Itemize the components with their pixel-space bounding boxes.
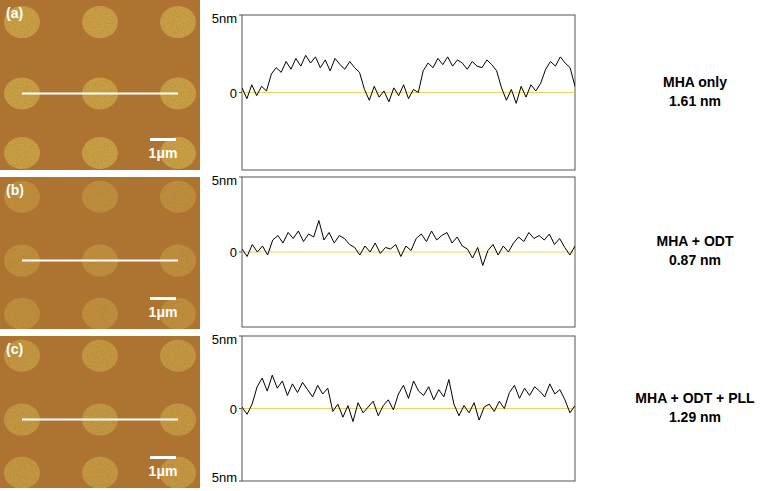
y-tick-label: 5nm xyxy=(212,470,237,485)
panel: (a) 1μm 5nm 0 MHA only 1.61 nm xyxy=(0,0,727,170)
image-noise xyxy=(0,177,200,329)
y-tick xyxy=(239,177,242,178)
panel: (c) 1μm 5nm 0 5nm MHA + ODT + PLL 1.29 nm xyxy=(0,332,755,489)
y-tick-label: 5nm xyxy=(212,173,237,188)
plot-frame xyxy=(242,177,575,327)
image-background xyxy=(0,336,200,488)
image-background xyxy=(0,0,200,170)
zero-line xyxy=(242,408,575,409)
y-tick-label: 5nm xyxy=(212,332,237,347)
data-group xyxy=(242,221,575,266)
afm-image xyxy=(0,177,200,329)
y-tick xyxy=(239,336,242,337)
scale-bar xyxy=(150,138,176,141)
zero-line xyxy=(242,252,575,253)
scale-bar-label: 1μm xyxy=(149,304,178,320)
y-tick-label: 0 xyxy=(230,245,237,260)
height-label: 0.87 nm xyxy=(669,252,721,268)
image-noise xyxy=(0,336,200,488)
sample-label: MHA only xyxy=(663,74,727,90)
y-tick-label: 5nm xyxy=(212,11,237,26)
scale-bar-label: 1μm xyxy=(149,463,178,479)
scale-bar xyxy=(150,297,176,300)
height-label: 1.61 nm xyxy=(669,93,721,109)
afm-image xyxy=(0,0,200,170)
afm-image xyxy=(0,336,200,488)
scan-line xyxy=(22,93,178,95)
y-tick-label: 0 xyxy=(230,402,237,417)
zero-line xyxy=(242,92,575,93)
y-tick-label: 0 xyxy=(230,86,237,101)
panel-label: (b) xyxy=(6,182,24,198)
scan-line xyxy=(22,419,178,421)
y-tick xyxy=(239,92,242,93)
sample-label: MHA + ODT xyxy=(657,233,734,249)
data-group xyxy=(242,55,575,103)
height-profile xyxy=(242,55,575,103)
height-profile xyxy=(242,221,575,266)
height-profile xyxy=(242,375,575,421)
data-group xyxy=(242,375,575,421)
plot-frame xyxy=(242,336,575,481)
y-tick xyxy=(239,15,242,16)
plot-frame xyxy=(242,15,575,170)
y-tick xyxy=(239,252,242,253)
height-label: 1.29 nm xyxy=(669,409,721,425)
panel-label: (c) xyxy=(6,341,23,357)
sample-label: MHA + ODT + PLL xyxy=(635,390,755,406)
panel-label: (a) xyxy=(6,5,23,21)
panel: (b) 1μm 5nm 0 MHA + ODT 0.87 nm xyxy=(0,173,734,330)
scale-bar-label: 1μm xyxy=(149,145,178,161)
image-background xyxy=(0,177,200,329)
scale-bar xyxy=(150,456,176,459)
image-noise xyxy=(0,0,200,170)
figure: (a) 1μm 5nm 0 MHA only 1.61 nm (b) 1μm 5nm 0 MHA +… xyxy=(0,0,780,491)
scan-line xyxy=(22,260,178,262)
y-tick xyxy=(239,408,242,409)
y-tick xyxy=(239,481,242,482)
